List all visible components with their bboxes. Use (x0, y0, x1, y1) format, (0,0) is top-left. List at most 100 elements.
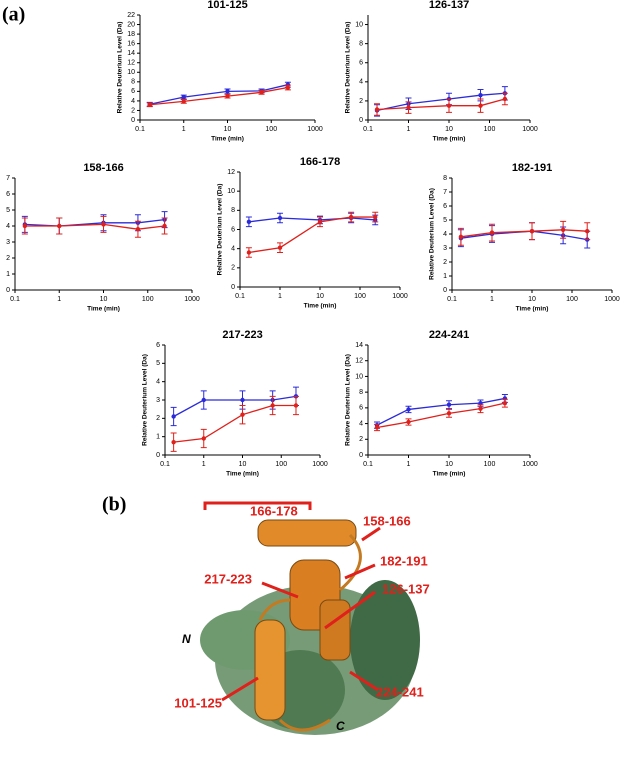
y-tick-label: 0 (131, 117, 135, 124)
y-tick-label: 12 (127, 60, 135, 67)
y-tick-label: 6 (359, 405, 363, 412)
x-axis-label: Time (min) (304, 303, 337, 310)
y-axis-label: Relative Deuterium Level (Da) (217, 184, 224, 276)
y-tick-label: 6 (359, 60, 363, 67)
data-point (259, 90, 264, 95)
y-tick-label: 8 (131, 79, 135, 86)
region-label: 158-166 (363, 513, 411, 528)
y-tick-label: 2 (6, 255, 10, 262)
y-tick-label: 3 (156, 397, 160, 404)
y-tick-label: 14 (355, 342, 363, 349)
chart: 224-241 0 2 4 6 8 10 12 14 0.1 1 10 100 1000 Time (min… (345, 329, 538, 478)
x-tick-label: 10 (316, 293, 324, 300)
data-point (406, 419, 411, 425)
chart-title: 224-241 (429, 329, 469, 341)
y-tick-label: 6 (131, 88, 135, 95)
region-label: 224-241 (376, 684, 424, 699)
chart: 166-178 0 2 4 6 8 10 12 0.1 1 10 100 1000 Time (min) R… (217, 156, 408, 310)
data-point (489, 230, 495, 235)
y-tick-label: 4 (156, 379, 160, 386)
y-axis-label: Relative Deuterium Level (Da) (429, 188, 436, 280)
series-line (376, 397, 506, 426)
x-axis-label: Time (min) (433, 136, 466, 143)
y-tick-label: 4 (359, 79, 363, 86)
y-tick-label: 0 (359, 452, 363, 459)
x-tick-label: 1 (182, 126, 186, 133)
y-tick-label: 0 (156, 452, 160, 459)
y-tick-label: 2 (443, 259, 447, 266)
y-tick-label: 1 (443, 273, 447, 280)
data-point (135, 227, 141, 232)
x-tick-label: 10 (239, 461, 247, 468)
data-point (406, 105, 411, 110)
data-point (348, 214, 354, 220)
series-line (460, 230, 588, 241)
y-tick-label: 1 (156, 434, 160, 441)
y-tick-label: 2 (359, 436, 363, 443)
x-axis-label: Time (min) (226, 471, 259, 478)
y-tick-label: 16 (127, 40, 135, 47)
data-point (293, 403, 299, 408)
data-point (270, 403, 275, 408)
data-point (374, 107, 380, 112)
data-point (285, 85, 291, 90)
y-tick-label: 4 (359, 420, 363, 427)
chart-title: 217-223 (222, 329, 262, 341)
data-point (560, 227, 566, 232)
data-point (162, 223, 167, 229)
y-tick-label: 10 (355, 373, 363, 380)
x-tick-label: 1000 (604, 296, 620, 303)
x-tick-label: 100 (265, 126, 277, 133)
chart-title: 182-191 (512, 162, 552, 174)
y-tick-label: 4 (131, 98, 135, 105)
y-tick-label: 6 (443, 203, 447, 210)
x-tick-label: 100 (354, 293, 366, 300)
chart: 126-137 0 2 4 6 8 10 0.1 1 10 100 1000 Time (min) Rel… (345, 0, 538, 143)
y-tick-label: 10 (227, 188, 235, 195)
y-tick-label: 0 (6, 287, 10, 294)
y-tick-label: 8 (443, 175, 447, 182)
x-tick-label: 1 (202, 461, 206, 468)
x-tick-label: 1000 (307, 126, 323, 133)
chart-title: 101-125 (207, 0, 247, 11)
y-tick-label: 3 (6, 239, 10, 246)
y-tick-label: 0 (231, 284, 235, 291)
y-tick-label: 6 (156, 342, 160, 349)
chart: 217-223 0 1 2 3 4 5 6 0.1 1 10 100 1000 Time (min) Rel… (142, 329, 328, 478)
y-axis-label: Relative Deuterium Level (Da) (117, 22, 124, 114)
y-tick-label: 3 (443, 245, 447, 252)
x-tick-label: 0.1 (363, 461, 373, 468)
x-tick-label: 1 (278, 293, 282, 300)
x-tick-label: 0.1 (135, 126, 145, 133)
y-tick-label: 0 (443, 287, 447, 294)
x-tick-label: 1000 (522, 461, 538, 468)
y-tick-label: 12 (227, 169, 235, 176)
y-tick-label: 2 (131, 107, 135, 114)
data-point (478, 406, 483, 411)
y-tick-label: 1 (6, 271, 10, 278)
data-point (317, 219, 323, 225)
y-tick-label: 8 (359, 389, 363, 396)
data-point (277, 215, 283, 221)
x-tick-label: 0.1 (160, 461, 170, 468)
region-label: 166-178 (250, 503, 298, 518)
x-tick-label: 1000 (522, 126, 538, 133)
series-line (248, 217, 376, 223)
data-point (585, 229, 590, 234)
series-line (248, 216, 376, 254)
x-axis-label: Time (min) (211, 136, 244, 143)
annotation-arrows (203, 501, 381, 702)
x-tick-label: 100 (566, 296, 578, 303)
series-line (173, 395, 297, 418)
x-tick-label: 10 (445, 126, 453, 133)
x-tick-label: 1000 (184, 296, 200, 303)
data-point (147, 102, 152, 107)
region-label: 126-137 (382, 581, 430, 596)
chart-title: 166-178 (300, 156, 340, 168)
x-tick-label: 1 (57, 296, 61, 303)
y-tick-label: 2 (231, 265, 235, 272)
y-tick-label: 10 (127, 69, 135, 76)
y-tick-label: 7 (443, 189, 447, 196)
